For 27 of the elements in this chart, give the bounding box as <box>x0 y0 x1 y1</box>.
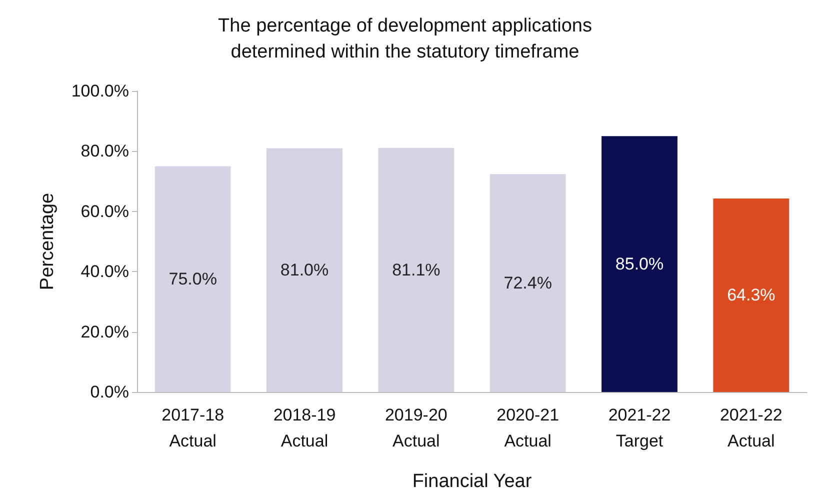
y-tick-label: 40.0% <box>80 262 129 282</box>
data-label: 81.1% <box>392 260 440 280</box>
x-tick-label: 2017-18 Actual <box>162 406 224 450</box>
y-axis-title: Percentage <box>37 192 58 290</box>
y-tick-label: 0.0% <box>90 382 129 402</box>
data-label: 85.0% <box>615 254 664 274</box>
x-tick-label: 2020-21 Actual <box>496 406 560 450</box>
bar <box>154 166 231 392</box>
x-tick-label: 2021-22 Target <box>608 406 671 450</box>
data-label: 64.3% <box>727 286 776 305</box>
y-tick-label: 100.0% <box>71 82 129 100</box>
y-tick-label: 20.0% <box>80 322 129 342</box>
x-axis-title: Financial Year <box>412 471 532 492</box>
x-tick-label: 2018-19 Actual <box>273 406 336 450</box>
bar <box>602 136 678 392</box>
bar <box>266 148 342 392</box>
bar <box>713 198 790 392</box>
y-tick-label: 80.0% <box>80 142 129 161</box>
x-tick-label: 2021-22 Actual <box>720 406 782 450</box>
chart-title: The percentage of development applications determined within the statutory timeframe <box>218 16 592 62</box>
x-tick-label: 2019-20 Actual <box>384 406 448 450</box>
bar <box>378 148 454 392</box>
data-label: 81.0% <box>280 260 329 280</box>
data-label: 75.0% <box>168 270 217 289</box>
y-tick-label: 60.0% <box>80 202 129 221</box>
bar <box>490 174 566 392</box>
data-label: 72.4% <box>504 274 552 293</box>
